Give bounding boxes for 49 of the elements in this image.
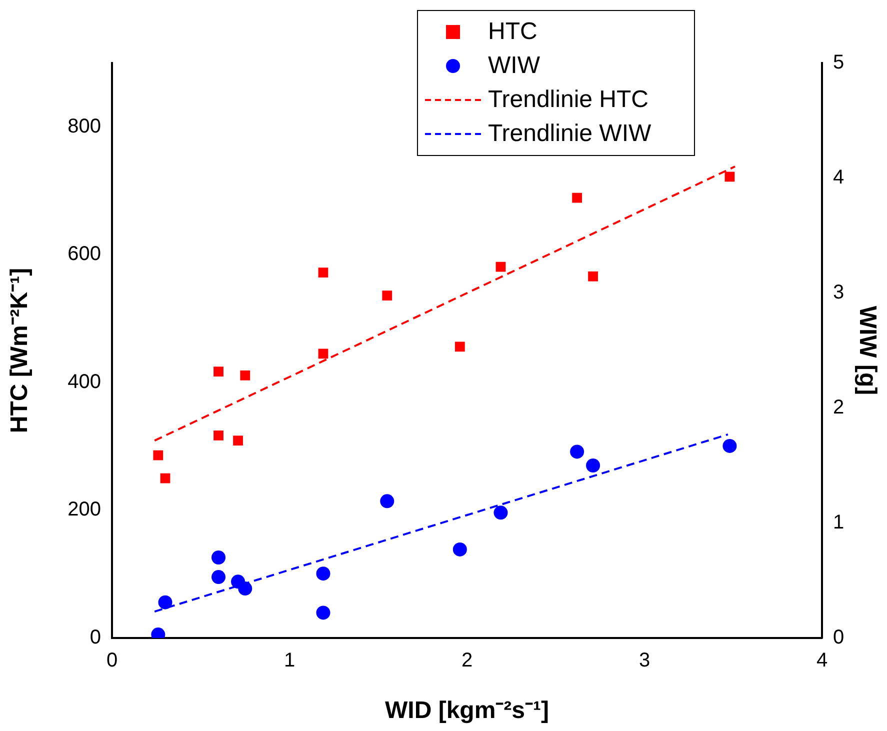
point <box>588 271 598 282</box>
point <box>316 606 330 620</box>
point <box>380 494 394 508</box>
x-tick-label: 0 <box>106 650 118 672</box>
y2-tick-label: 4 <box>833 166 844 189</box>
point <box>572 192 582 203</box>
x-tick-label: 4 <box>816 650 828 672</box>
x-tick-label: 1 <box>284 650 296 672</box>
x-axis-title: WID [kgm⁻²s⁻¹] <box>385 697 549 724</box>
y-tick-label: 0 <box>90 626 101 649</box>
y2-tick-label: 5 <box>833 52 844 74</box>
y-tick-label: 800 <box>68 115 101 138</box>
point <box>214 430 224 440</box>
y2-tick-label: 3 <box>833 282 844 304</box>
legend-label: Trendlinie WIW <box>488 120 652 148</box>
point <box>158 595 172 610</box>
point <box>160 473 170 484</box>
point <box>212 570 226 584</box>
point <box>238 582 252 596</box>
y-tick-label: 600 <box>68 243 101 266</box>
point <box>454 342 465 352</box>
x-tick-label: 3 <box>638 650 650 672</box>
point <box>382 290 392 301</box>
point <box>724 172 735 182</box>
point <box>570 444 584 459</box>
legend-label: WIW <box>488 52 540 80</box>
point <box>586 458 600 472</box>
y2-axis-title: WIW [g] <box>854 306 881 396</box>
y2-tick-label: 1 <box>833 512 844 534</box>
legend-label: Trendlinie HTC <box>488 86 648 114</box>
legend-label: HTC <box>488 18 538 46</box>
point <box>214 366 224 377</box>
y-tick-label: 200 <box>68 498 101 521</box>
point <box>722 438 737 453</box>
y2-tick-label: 0 <box>833 626 844 649</box>
point <box>233 436 243 446</box>
point <box>496 262 506 272</box>
x-tick-label: 2 <box>461 650 473 672</box>
point <box>240 370 250 380</box>
y-tick-label: 400 <box>68 370 101 393</box>
point <box>318 348 328 359</box>
y-axis-title: HTC [Wm⁻²K⁻¹] <box>6 268 34 434</box>
point <box>316 566 330 581</box>
y2-tick-label: 2 <box>833 396 844 419</box>
point <box>318 268 328 278</box>
point <box>153 450 164 460</box>
point <box>212 550 226 564</box>
point <box>494 506 508 520</box>
point <box>452 542 467 556</box>
